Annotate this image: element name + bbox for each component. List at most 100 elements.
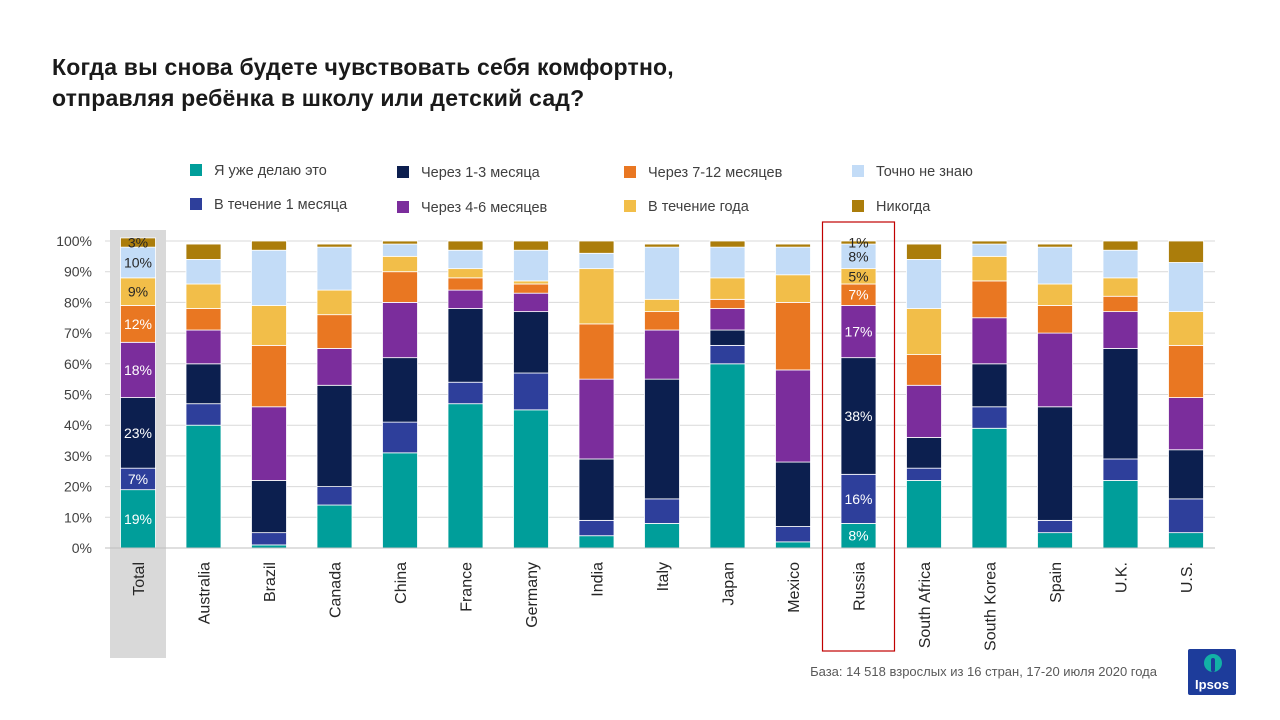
bar-segment [971,427,1008,549]
x-tick-label-u-k: U.K. [1114,562,1131,593]
bar-segment [316,289,353,316]
bar-segment [251,532,287,546]
bar-segment [447,249,484,270]
bar-segment [906,308,942,355]
legend-swatch [852,200,864,212]
bar-segment [185,424,222,549]
bar-segment [1102,240,1139,251]
bar-segment [775,246,811,276]
data-label: 12% [124,316,152,332]
data-label: 5% [848,268,868,284]
bar-segment [382,240,418,245]
bar-segment [906,354,942,386]
data-label: 23% [124,425,152,441]
bar-segment [1102,277,1139,297]
bar-segment [906,243,942,260]
bar-segment [447,240,484,251]
x-tick-label-italy: Italy [655,562,672,591]
bar-segment [971,243,1008,257]
bar-segment [316,314,353,349]
bar-segment [644,298,680,313]
bar-segment [840,240,877,245]
bar-segment [709,344,746,365]
x-tick-label-germany: Germany [524,562,541,628]
bar-segment [382,301,418,359]
bar-segment [709,246,746,279]
bar-segment [513,283,549,294]
bar-segment [578,519,615,537]
bar-segment [1102,295,1139,313]
data-label: 7% [128,471,148,487]
x-tick-label-brazil: Brazil [262,562,279,602]
bar-segment [709,329,746,346]
data-label: 10% [124,254,152,270]
x-tick-label-total: Total [131,562,148,596]
x-tick-label-spain: Spain [1048,562,1065,603]
legend-swatch [624,166,636,178]
bar-segment [447,268,484,279]
x-tick-label-south-korea: South Korea [983,562,1000,651]
legend-label: В течение года [648,199,750,215]
bar-segment [840,243,877,270]
bar-segment [316,486,353,506]
bar-segment [447,308,484,383]
bar-segment [578,378,615,460]
legend-swatch [397,166,409,178]
bar-segment [120,237,156,248]
bar-segment [906,259,942,309]
bar-segment [513,249,549,282]
x-tick-label-australia: Australia [197,562,214,624]
bar-segment [447,381,484,405]
data-label: 8% [848,248,868,264]
data-label: 7% [848,287,868,303]
y-tick-label: 100% [56,233,92,249]
bar-segment [971,363,1008,408]
bar-segment [1168,449,1204,500]
x-tick-label-canada: Canada [328,562,345,618]
data-label: 18% [124,362,152,378]
legend-label: Через 7-12 месяцев [648,165,783,181]
data-label: 19% [124,511,152,527]
data-label: 16% [844,491,872,507]
bar-segment [382,243,418,257]
bar-segment [513,292,549,313]
bar-segment [120,489,156,549]
bar-segment [578,268,615,325]
bar-segment [578,458,615,521]
bar-segment [316,348,353,386]
bar-segment [513,240,549,251]
bar-segment [382,271,418,303]
y-tick-label: 40% [64,417,92,433]
legend-label: Через 1-3 месяца [421,165,541,181]
y-tick-label: 30% [64,448,92,464]
bar-segment [1168,311,1204,346]
bar-segment [382,255,418,273]
x-tick-label-china: China [393,562,410,604]
bar-segment [1168,344,1204,398]
x-tick-label-south-africa: South Africa [917,562,934,648]
bar-segment [185,329,222,365]
bar-segment [316,246,353,291]
bar-segment [578,323,615,380]
bar-segment [644,329,680,380]
bar-segment [1037,246,1073,285]
bar-segment [447,403,484,549]
bar-segment [775,541,811,549]
legend-swatch [190,198,202,210]
bar-segment [1168,262,1204,313]
bar-segment [251,305,287,346]
bar-segment [775,369,811,463]
bar-segment [775,274,811,303]
x-tick-label-france: France [459,562,476,612]
y-tick-label: 80% [64,294,92,310]
bar-segment [513,280,549,285]
bar-segment [120,277,156,306]
ipsos-logo: Ipsos [1188,649,1236,695]
bar-segment [120,246,156,279]
y-tick-label: 10% [64,509,92,525]
bar-segment [382,421,418,454]
legend-swatch [852,165,864,177]
bar-segment [316,384,353,488]
bar-segment [251,240,287,251]
bar-segment [971,240,1008,245]
